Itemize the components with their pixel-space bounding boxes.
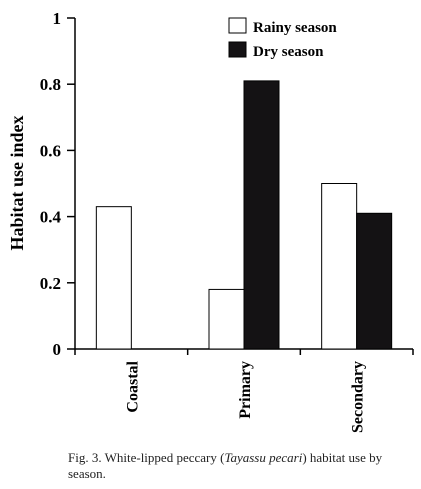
y-tick-label: 0.2 <box>40 274 61 293</box>
legend-label-dry: Dry season <box>253 44 324 60</box>
y-tick-label: 0.6 <box>40 141 61 160</box>
x-category-label: Secondary <box>350 361 367 433</box>
y-tick-label: 0.8 <box>40 75 61 94</box>
caption-suffix: ) habitat use by season. <box>68 450 383 481</box>
y-tick-label: 1 <box>53 9 62 28</box>
legend-label-rainy: Rainy season <box>253 20 337 36</box>
legend: Rainy season Dry season <box>228 17 337 60</box>
bar-chart: Habitat use index 0 0.2 0.4 0.6 0.8 1 Coastal… <box>7 9 414 433</box>
caption-prefix: Fig. 3. White-lipped peccary ( <box>68 450 225 465</box>
legend-swatch-rainy <box>228 17 247 34</box>
x-category-label: Coastal <box>124 360 141 412</box>
figure-caption: Fig. 3. White-lipped peccary (Tayassu pe… <box>68 450 408 482</box>
y-tick-label: 0.4 <box>40 208 62 227</box>
bar-rainy-primary <box>208 288 245 350</box>
caption-species: Tayassu pecari <box>224 450 303 465</box>
y-axis-label: Habitat use index <box>7 115 27 250</box>
bar-dry-secondary <box>356 212 393 350</box>
x-category-label: Primary <box>237 361 254 419</box>
bar-rainy-secondary <box>321 183 358 350</box>
y-tick-label: 0 <box>53 340 62 359</box>
legend-swatch-dry <box>228 41 247 58</box>
bar-rainy-coastal <box>95 206 132 350</box>
bar-dry-primary <box>243 80 280 350</box>
